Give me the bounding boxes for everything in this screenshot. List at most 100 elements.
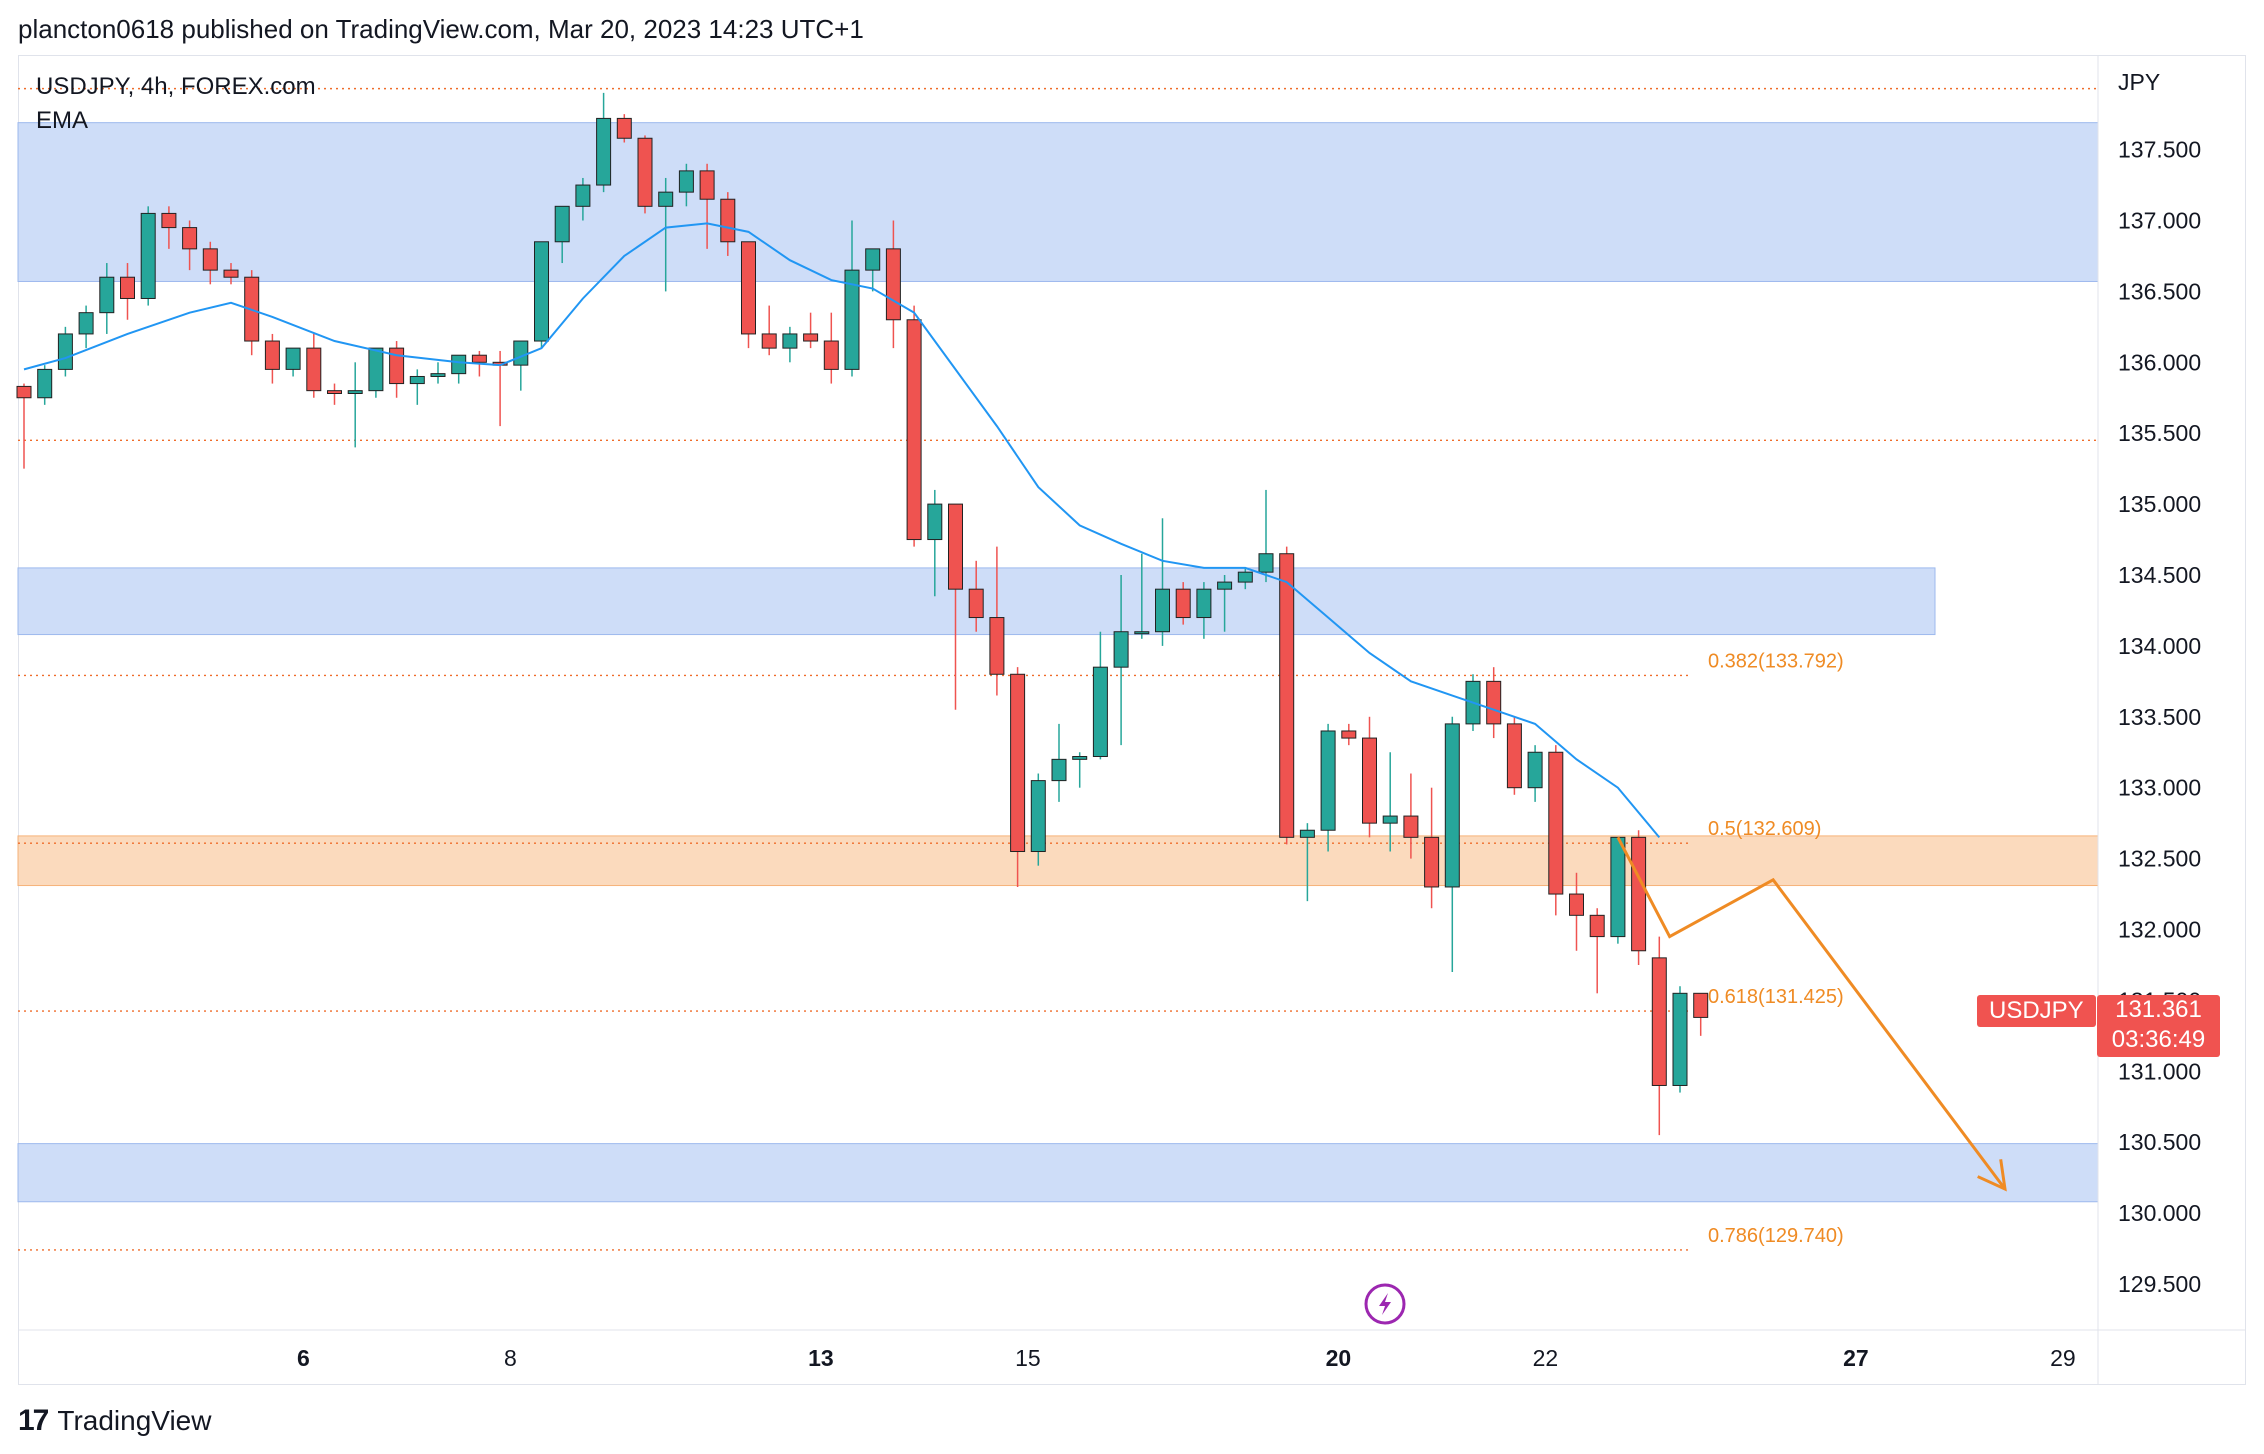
- candle: [347, 362, 363, 448]
- candle-body: [327, 390, 342, 394]
- candle: [534, 241, 549, 349]
- candle-body: [1320, 730, 1336, 831]
- candle: [699, 163, 715, 249]
- y-tick-label: 130.000: [2118, 1200, 2201, 1226]
- x-tick-label: 8: [504, 1345, 517, 1371]
- currency-label: JPY: [2118, 69, 2160, 95]
- candle-body: [1051, 758, 1067, 782]
- x-tick-label: 27: [1843, 1345, 1869, 1371]
- candle-body: [1217, 581, 1233, 590]
- candle: [1589, 908, 1605, 994]
- candle-body: [1030, 780, 1046, 853]
- candle-body: [534, 241, 549, 342]
- candle-body: [1113, 631, 1129, 668]
- candle: [1506, 716, 1522, 795]
- candle: [927, 489, 943, 597]
- candle-body: [471, 354, 487, 363]
- x-tick-label: 20: [1326, 1345, 1352, 1371]
- candle: [140, 206, 156, 306]
- price-tag-value: 131.361 03:36:49: [2097, 995, 2220, 1057]
- candle-body: [430, 373, 446, 377]
- candle: [1175, 582, 1191, 625]
- candle: [761, 305, 777, 356]
- candle: [1113, 575, 1129, 746]
- tradingview-logo-icon: 17: [18, 1404, 49, 1437]
- price-tag-countdown: 03:36:49: [2111, 1026, 2206, 1053]
- candle: [1155, 518, 1170, 646]
- fib-label: 0.618(131.425): [1708, 986, 1844, 1008]
- candle: [658, 177, 674, 292]
- y-tick-label: 132.000: [2118, 917, 2201, 943]
- candle: [1444, 716, 1460, 973]
- candle: [741, 241, 756, 349]
- chart-frame[interactable]: [18, 55, 2246, 1385]
- candle: [264, 333, 280, 384]
- candle-body: [803, 333, 819, 342]
- y-tick-label: 129.500: [2118, 1271, 2201, 1297]
- tradingview-brand[interactable]: 17 TradingView: [18, 1404, 211, 1438]
- candle-body: [1237, 571, 1253, 583]
- candle-body: [1631, 836, 1647, 952]
- fib-label: 0.786(129.740): [1708, 1225, 1844, 1247]
- candle: [865, 248, 881, 292]
- candle: [1299, 823, 1315, 902]
- projection-path: [1616, 836, 2007, 1190]
- candle-body: [1134, 631, 1150, 635]
- candle-body: [823, 340, 839, 370]
- candle-body: [1569, 893, 1584, 916]
- candle: [1548, 745, 1564, 916]
- candle-body: [554, 205, 570, 243]
- candle-body: [1444, 723, 1460, 888]
- ema-line: [23, 222, 1661, 838]
- candle-body: [409, 375, 425, 385]
- levels-layer: 0.382(133.792) 0.5(132.609) 0.618(131.425)…: [18, 87, 2098, 1251]
- event-icon: [1364, 1283, 1406, 1325]
- candle: [368, 347, 384, 398]
- y-tick-label: 137.500: [2118, 137, 2201, 163]
- y-tick-label: 134.000: [2118, 633, 2201, 659]
- candle-body: [1299, 829, 1315, 838]
- candle: [327, 383, 342, 405]
- candle-body: [1424, 836, 1440, 888]
- legend-symbol: USDJPY, 4h, FOREX.com: [36, 73, 316, 100]
- candle-body: [1362, 737, 1377, 824]
- candle-body: [182, 227, 198, 250]
- candle: [285, 347, 301, 377]
- candle-body: [202, 248, 218, 271]
- candle: [1237, 567, 1253, 590]
- candle: [57, 326, 73, 377]
- candle: [575, 177, 591, 221]
- candle: [989, 546, 1005, 696]
- candle-body: [885, 248, 901, 321]
- candle-body: [1651, 957, 1667, 1086]
- candle-body: [368, 347, 384, 392]
- candle: [1424, 787, 1440, 909]
- candle: [1527, 745, 1543, 802]
- candle: [782, 326, 798, 363]
- time-axis: 6 8 13 15 20 22 27 29: [297, 1345, 2076, 1371]
- candle: [1569, 872, 1584, 951]
- candle: [1362, 716, 1377, 838]
- candle-body: [223, 269, 239, 278]
- x-tick-label: 6: [297, 1345, 310, 1371]
- candle: [554, 205, 570, 264]
- y-tick-label: 133.500: [2118, 704, 2201, 730]
- candle-body: [513, 340, 529, 366]
- candle-body: [1527, 751, 1543, 789]
- brand-name: TradingView: [57, 1405, 212, 1436]
- candle-body: [658, 191, 674, 207]
- candle-body: [761, 333, 777, 349]
- candle: [120, 263, 135, 320]
- candle-body: [306, 347, 322, 392]
- y-tick-label: 136.500: [2118, 278, 2201, 304]
- x-tick-label: 15: [1015, 1345, 1041, 1371]
- candle-body: [1155, 588, 1170, 633]
- candle: [906, 305, 922, 547]
- candle-body: [1341, 730, 1357, 739]
- legend-indicator[interactable]: EMA: [36, 107, 89, 134]
- candle: [1651, 936, 1667, 1136]
- candle-body: [1672, 992, 1688, 1086]
- candle-body: [99, 276, 115, 314]
- candle-body: [1279, 553, 1295, 838]
